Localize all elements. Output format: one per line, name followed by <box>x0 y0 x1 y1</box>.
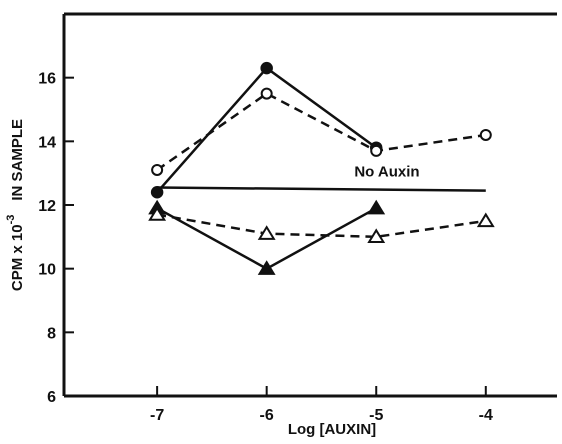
ticks: -7 -6 -5 -4 6 8 10 12 14 16 <box>38 71 493 424</box>
labels: Log [AUXIN] CPM x 10-3 IN SAMPLE <box>5 119 376 438</box>
y-tick-label: 6 <box>47 389 56 406</box>
series-line-open-triangle <box>156 213 486 239</box>
x-tick-label: -7 <box>150 407 164 424</box>
series-line-filled-circle <box>156 66 377 194</box>
no-auxin-line <box>157 186 486 192</box>
y-tick-label: 10 <box>38 262 56 279</box>
series-line-open-circle <box>156 92 486 172</box>
y-tick-label: 16 <box>38 71 56 88</box>
data-point-filled-triangle <box>367 199 386 215</box>
y-tick-label: 8 <box>47 325 56 342</box>
data-point-open-circle <box>370 144 383 157</box>
x-tick-label: -6 <box>260 407 274 424</box>
data-point-filled-triangle <box>257 260 276 275</box>
data-point-open-triangle <box>257 225 276 240</box>
series-group <box>148 61 495 275</box>
data-point-open-triangle <box>148 206 167 221</box>
plot-frame <box>62 12 557 398</box>
y-axis-label-extra: IN SAMPLE <box>9 119 26 201</box>
no-auxin-reference <box>157 186 486 192</box>
annotations: No Auxin <box>354 163 419 180</box>
y-axis-label-exponent: -3 <box>5 215 17 225</box>
y-tick-label: 12 <box>38 198 56 215</box>
data-point-open-circle <box>479 128 492 141</box>
data-point-filled-circle <box>150 186 164 199</box>
y-axis-label: CPM x 10-3 IN SAMPLE <box>5 119 26 291</box>
y-tick-label: 14 <box>38 134 56 151</box>
x-tick-label: -4 <box>479 407 493 424</box>
annotation-no-auxin: No Auxin <box>354 163 419 180</box>
x-tick-label: -5 <box>369 407 383 424</box>
x-axis-label: Log [AUXIN] <box>288 421 376 438</box>
data-point-filled-circle <box>260 61 273 75</box>
data-point-open-triangle <box>476 212 495 228</box>
data-point-open-circle <box>151 163 164 176</box>
y-axis-label-main: CPM x 10 <box>9 224 26 291</box>
data-point-open-triangle <box>367 228 386 244</box>
data-point-open-circle <box>260 87 273 100</box>
